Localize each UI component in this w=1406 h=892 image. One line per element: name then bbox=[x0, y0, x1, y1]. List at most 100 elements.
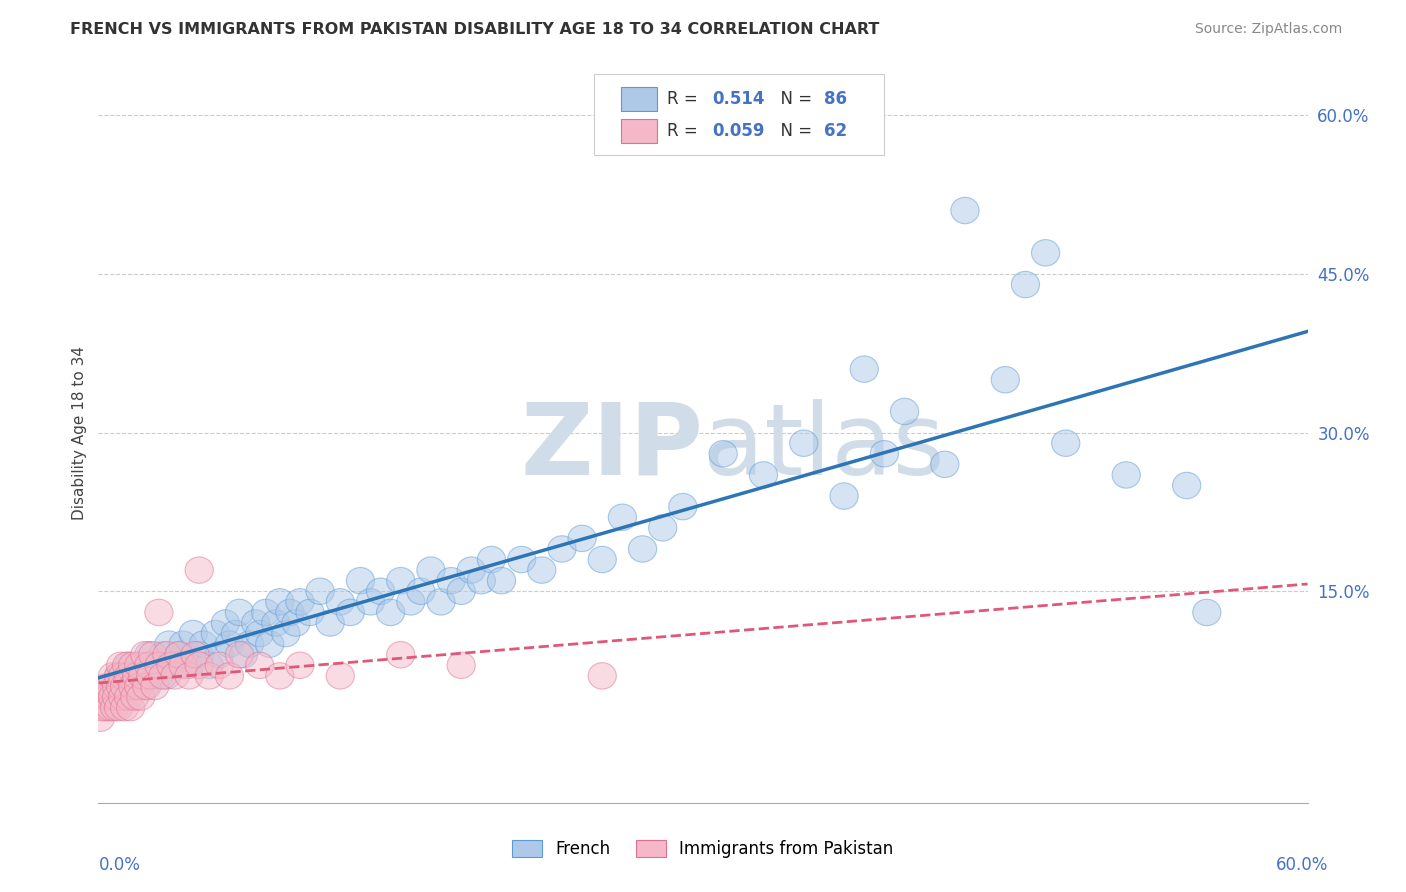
Ellipse shape bbox=[114, 684, 143, 710]
Ellipse shape bbox=[135, 652, 163, 679]
Ellipse shape bbox=[145, 599, 173, 625]
Ellipse shape bbox=[165, 641, 193, 668]
Ellipse shape bbox=[108, 684, 136, 710]
Ellipse shape bbox=[90, 684, 118, 710]
Ellipse shape bbox=[136, 663, 165, 690]
Ellipse shape bbox=[145, 652, 173, 679]
Ellipse shape bbox=[588, 663, 616, 690]
Ellipse shape bbox=[179, 620, 207, 647]
Ellipse shape bbox=[467, 567, 495, 594]
Ellipse shape bbox=[201, 620, 229, 647]
Ellipse shape bbox=[141, 673, 169, 699]
Text: N =: N = bbox=[769, 90, 817, 108]
Text: ZIP: ZIP bbox=[520, 399, 703, 496]
Ellipse shape bbox=[295, 599, 325, 625]
Ellipse shape bbox=[447, 578, 475, 605]
Ellipse shape bbox=[94, 684, 122, 710]
Ellipse shape bbox=[132, 673, 160, 699]
Ellipse shape bbox=[285, 589, 314, 615]
Ellipse shape bbox=[103, 684, 131, 710]
Ellipse shape bbox=[122, 663, 150, 690]
Ellipse shape bbox=[316, 610, 344, 636]
Ellipse shape bbox=[406, 578, 434, 605]
Ellipse shape bbox=[97, 673, 125, 699]
Ellipse shape bbox=[100, 694, 129, 721]
Ellipse shape bbox=[195, 663, 224, 690]
Ellipse shape bbox=[181, 641, 209, 668]
Ellipse shape bbox=[131, 641, 159, 668]
Ellipse shape bbox=[104, 663, 132, 690]
Ellipse shape bbox=[527, 557, 555, 583]
Ellipse shape bbox=[127, 684, 155, 710]
Ellipse shape bbox=[307, 578, 335, 605]
Ellipse shape bbox=[256, 631, 284, 657]
Ellipse shape bbox=[86, 705, 114, 731]
Ellipse shape bbox=[1173, 472, 1201, 499]
Ellipse shape bbox=[108, 684, 136, 710]
Ellipse shape bbox=[669, 493, 697, 520]
Ellipse shape bbox=[104, 663, 132, 690]
Ellipse shape bbox=[125, 673, 153, 699]
Ellipse shape bbox=[155, 631, 183, 657]
Ellipse shape bbox=[186, 641, 214, 668]
Ellipse shape bbox=[221, 620, 250, 647]
Ellipse shape bbox=[153, 663, 181, 690]
Ellipse shape bbox=[749, 462, 778, 488]
Ellipse shape bbox=[447, 652, 475, 679]
Text: 0.059: 0.059 bbox=[713, 122, 765, 140]
Ellipse shape bbox=[548, 536, 576, 562]
Ellipse shape bbox=[1011, 271, 1039, 298]
Ellipse shape bbox=[118, 673, 146, 699]
Ellipse shape bbox=[271, 620, 299, 647]
Ellipse shape bbox=[588, 546, 616, 573]
Legend: French, Immigrants from Pakistan: French, Immigrants from Pakistan bbox=[506, 833, 900, 865]
Ellipse shape bbox=[991, 367, 1019, 393]
Ellipse shape bbox=[186, 652, 214, 679]
Ellipse shape bbox=[950, 197, 979, 224]
Ellipse shape bbox=[488, 567, 516, 594]
Ellipse shape bbox=[1192, 599, 1220, 625]
Ellipse shape bbox=[1032, 240, 1060, 266]
Ellipse shape bbox=[890, 398, 918, 425]
Ellipse shape bbox=[931, 451, 959, 477]
Ellipse shape bbox=[215, 663, 243, 690]
Ellipse shape bbox=[266, 589, 294, 615]
Ellipse shape bbox=[457, 557, 485, 583]
Ellipse shape bbox=[262, 610, 290, 636]
Ellipse shape bbox=[139, 641, 167, 668]
Ellipse shape bbox=[790, 430, 818, 457]
Text: 0.0%: 0.0% bbox=[98, 856, 141, 874]
Ellipse shape bbox=[108, 663, 136, 690]
Ellipse shape bbox=[266, 663, 294, 690]
Ellipse shape bbox=[1112, 462, 1140, 488]
Ellipse shape bbox=[174, 652, 204, 679]
Ellipse shape bbox=[98, 684, 127, 710]
Ellipse shape bbox=[129, 663, 157, 690]
Text: atlas: atlas bbox=[703, 399, 945, 496]
Ellipse shape bbox=[125, 652, 153, 679]
Ellipse shape bbox=[235, 631, 264, 657]
Ellipse shape bbox=[117, 694, 145, 721]
Ellipse shape bbox=[169, 652, 197, 679]
Ellipse shape bbox=[107, 652, 135, 679]
Ellipse shape bbox=[609, 504, 637, 531]
Text: 86: 86 bbox=[824, 90, 846, 108]
Ellipse shape bbox=[112, 652, 141, 679]
Ellipse shape bbox=[121, 684, 149, 710]
Ellipse shape bbox=[141, 652, 169, 679]
Ellipse shape bbox=[387, 641, 415, 668]
Text: N =: N = bbox=[769, 122, 817, 140]
Ellipse shape bbox=[93, 673, 121, 699]
Ellipse shape bbox=[205, 641, 233, 668]
Ellipse shape bbox=[326, 663, 354, 690]
Ellipse shape bbox=[149, 663, 177, 690]
Ellipse shape bbox=[252, 599, 280, 625]
Ellipse shape bbox=[111, 673, 139, 699]
Ellipse shape bbox=[149, 641, 177, 668]
Ellipse shape bbox=[648, 515, 676, 541]
Ellipse shape bbox=[93, 694, 121, 721]
Ellipse shape bbox=[107, 673, 135, 699]
Ellipse shape bbox=[709, 441, 737, 467]
Ellipse shape bbox=[135, 641, 163, 668]
Ellipse shape bbox=[174, 663, 204, 690]
